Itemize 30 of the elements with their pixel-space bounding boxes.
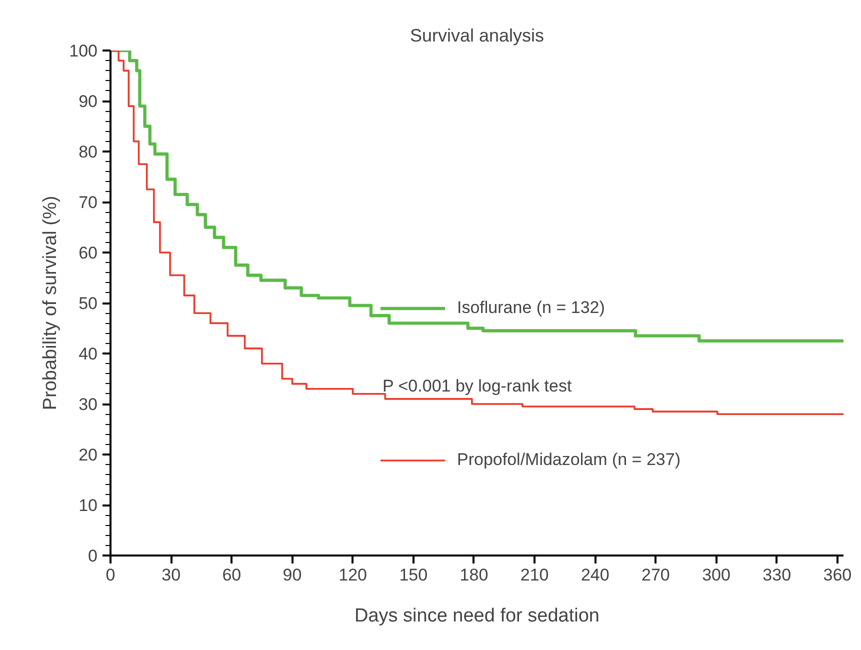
x-tick-label: 0 (106, 566, 116, 584)
x-tick-label: 90 (282, 566, 302, 584)
x-tick-label: 180 (460, 566, 488, 584)
legend-label: Isoflurane (n = 132) (457, 298, 605, 318)
x-tick-label: 360 (823, 566, 852, 584)
y-tick-label: 60 (78, 244, 98, 262)
chart-title: Survival analysis (410, 26, 544, 46)
annotation: P <0.001 by log-rank test (382, 376, 572, 396)
x-tick-label: 210 (520, 566, 549, 584)
x-tick-label: 150 (399, 566, 428, 584)
x-tick-label: 120 (338, 566, 368, 584)
y-tick-label: 50 (78, 294, 98, 313)
y-tick-label: 40 (78, 344, 98, 364)
y-axis-title: Probability of survival (%) (40, 196, 62, 410)
y-tick-label: 80 (78, 142, 98, 162)
y-tick-label: 20 (78, 446, 98, 464)
x-axis-title: Days since need for sedation (354, 606, 600, 626)
y-tick-label: 90 (78, 92, 98, 111)
x-tick-label: 60 (222, 566, 242, 584)
y-tick-label: 30 (78, 395, 98, 414)
y-tick-label: 10 (78, 496, 98, 515)
x-tick-label: 240 (580, 566, 610, 584)
x-tick-label: 270 (642, 566, 670, 584)
x-tick-label: 330 (762, 566, 792, 584)
x-tick-label: 30 (162, 566, 181, 584)
x-tick-label: 300 (702, 566, 730, 584)
y-tick-label: 100 (69, 42, 98, 60)
y-tick-label: 0 (88, 546, 98, 566)
y-tick-label: 70 (78, 193, 98, 212)
legend-label: Propofol/Midazolam (n = 237) (457, 450, 680, 470)
